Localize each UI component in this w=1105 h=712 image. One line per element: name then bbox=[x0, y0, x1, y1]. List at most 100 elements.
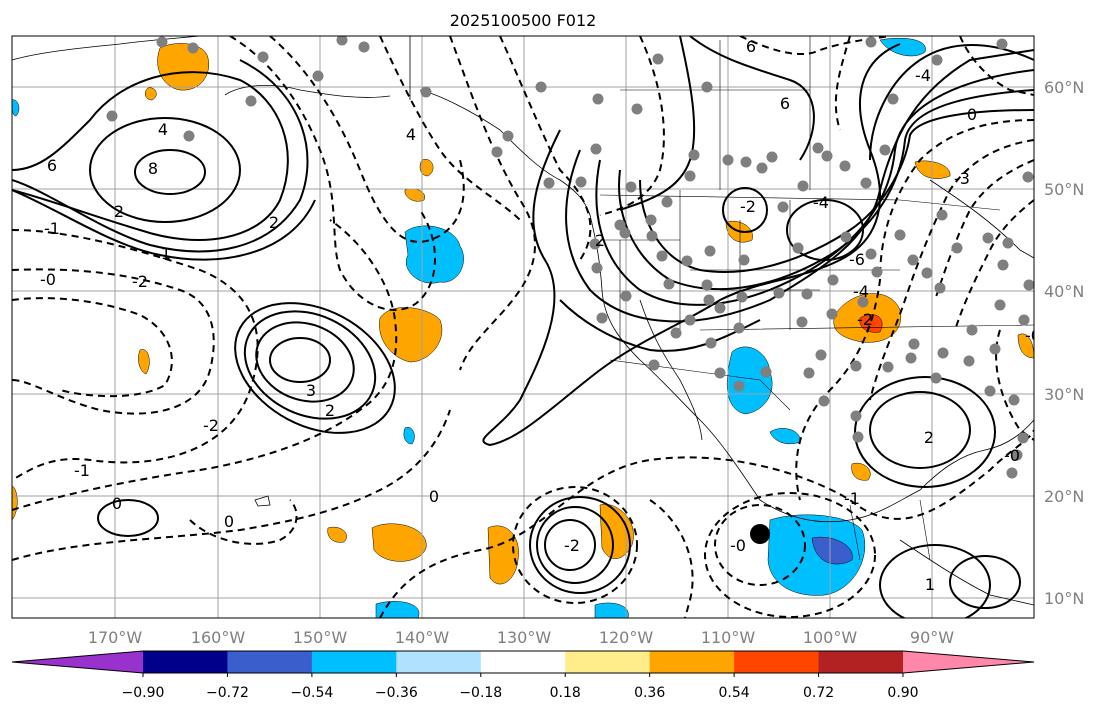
station-dot bbox=[625, 181, 637, 193]
longitude-label: 120°W bbox=[599, 628, 654, 647]
station-dot bbox=[812, 142, 824, 154]
contour-negative bbox=[739, 36, 891, 56]
station-dot bbox=[905, 352, 917, 364]
latitude-label: 30°N bbox=[1044, 385, 1084, 404]
station-dot bbox=[887, 93, 899, 105]
contour-negative bbox=[704, 492, 876, 618]
station-dot bbox=[722, 154, 734, 166]
province-borders bbox=[620, 36, 811, 190]
contour-negative bbox=[269, 36, 465, 243]
station-dot bbox=[631, 103, 643, 115]
coastline bbox=[899, 539, 1034, 606]
station-dot bbox=[1011, 449, 1023, 461]
latitude-label: 10°N bbox=[1044, 589, 1084, 608]
station-dot bbox=[420, 86, 432, 98]
coastline bbox=[409, 36, 1034, 523]
station-dot bbox=[1018, 314, 1030, 326]
contour-value-label: 0 bbox=[112, 494, 122, 513]
contour-negative bbox=[959, 36, 1034, 96]
station-dot bbox=[646, 230, 658, 242]
contour-value-label: -0 bbox=[40, 270, 56, 289]
strong-positive-anomaly-region bbox=[859, 314, 883, 333]
contour-positive bbox=[618, 89, 1034, 291]
contour-positive bbox=[854, 376, 996, 488]
colorbar-tick-label: −0.72 bbox=[206, 685, 249, 701]
coastline bbox=[639, 299, 703, 441]
latitude-label: 40°N bbox=[1044, 282, 1084, 301]
station-dot bbox=[921, 267, 933, 279]
station-markers bbox=[106, 36, 1034, 479]
station-dot bbox=[839, 160, 851, 172]
station-dot bbox=[156, 36, 168, 48]
contour-positive bbox=[243, 310, 377, 420]
negative-anomaly-region bbox=[879, 37, 926, 57]
station-dot bbox=[982, 232, 994, 244]
contour-positive bbox=[559, 299, 761, 352]
station-dot bbox=[589, 238, 601, 250]
station-dot bbox=[865, 36, 877, 48]
negative-anomaly-region bbox=[403, 426, 415, 445]
station-dot bbox=[491, 146, 503, 158]
latitude-label: 60°N bbox=[1044, 78, 1084, 97]
contour-value-label: -1 bbox=[74, 461, 90, 480]
contour-positive bbox=[949, 555, 1021, 609]
latitude-label: 50°N bbox=[1044, 180, 1084, 199]
station-dot bbox=[934, 282, 946, 294]
contour-value-label: 8 bbox=[148, 159, 158, 178]
contour-value-label: 0 bbox=[224, 512, 234, 531]
station-dot bbox=[797, 180, 809, 192]
colorbar-tick-label: −0.18 bbox=[459, 685, 502, 701]
contour-positive bbox=[869, 44, 1034, 161]
station-dot bbox=[187, 42, 199, 54]
station-dot bbox=[937, 347, 949, 359]
contour-positive bbox=[595, 69, 1034, 306]
colorbar-tick-label: −0.90 bbox=[122, 685, 165, 701]
station-dot bbox=[857, 296, 869, 308]
contour-positive bbox=[12, 59, 309, 253]
contour-value-label: -2 bbox=[740, 197, 756, 216]
station-dot bbox=[701, 81, 713, 93]
contour-positive bbox=[12, 71, 289, 241]
contour-negative bbox=[449, 36, 536, 371]
contour-value-label: -0 bbox=[1025, 326, 1041, 345]
station-dot bbox=[818, 395, 830, 407]
contour-negative bbox=[12, 409, 451, 561]
station-dot bbox=[1008, 394, 1020, 406]
storm-center-marker bbox=[750, 524, 770, 544]
station-dot bbox=[826, 308, 838, 320]
positive-anomaly-region bbox=[599, 503, 634, 559]
contour-value-label: -6 bbox=[849, 250, 865, 269]
colorbar-segment bbox=[734, 651, 820, 673]
colorbar-tick-label: 0.72 bbox=[803, 685, 834, 701]
contour-positive bbox=[234, 302, 396, 434]
station-dot bbox=[1002, 237, 1014, 249]
longitude-label: 140°W bbox=[395, 628, 450, 647]
contour-positive bbox=[619, 36, 696, 211]
contour-negative bbox=[379, 36, 521, 221]
colorbar-tick-labels: −0.90 −0.72 −0.54 −0.36 −0.18 0.18 0.36 0.54 0.7… bbox=[122, 673, 919, 701]
coastline bbox=[929, 179, 1034, 259]
longitude-label: 110°W bbox=[701, 628, 756, 647]
colorbar-segment bbox=[143, 651, 228, 673]
station-dot bbox=[852, 431, 864, 443]
station-dot bbox=[733, 380, 745, 392]
contour-value-label: 6 bbox=[47, 156, 57, 175]
station-dot bbox=[703, 294, 715, 306]
station-dot bbox=[796, 316, 808, 328]
colorbar-segment bbox=[649, 651, 735, 673]
negative-anomaly-region bbox=[404, 225, 464, 284]
contour-negative bbox=[934, 159, 1034, 301]
negative-anomaly-region bbox=[767, 514, 866, 596]
station-dot bbox=[1017, 432, 1029, 444]
contour-negative bbox=[834, 36, 851, 131]
contour-value-label: 2 bbox=[114, 202, 124, 221]
colorbar-segment bbox=[818, 651, 904, 673]
contour-value-label: -4 bbox=[813, 193, 829, 212]
negative-anomaly-region bbox=[594, 602, 629, 618]
contour-value-label: -0 bbox=[730, 536, 746, 555]
contour-value-label: 0 bbox=[967, 105, 977, 124]
station-dot bbox=[705, 337, 717, 349]
longitude-label: 130°W bbox=[497, 628, 552, 647]
station-dot bbox=[312, 70, 324, 82]
station-dot bbox=[777, 201, 789, 213]
